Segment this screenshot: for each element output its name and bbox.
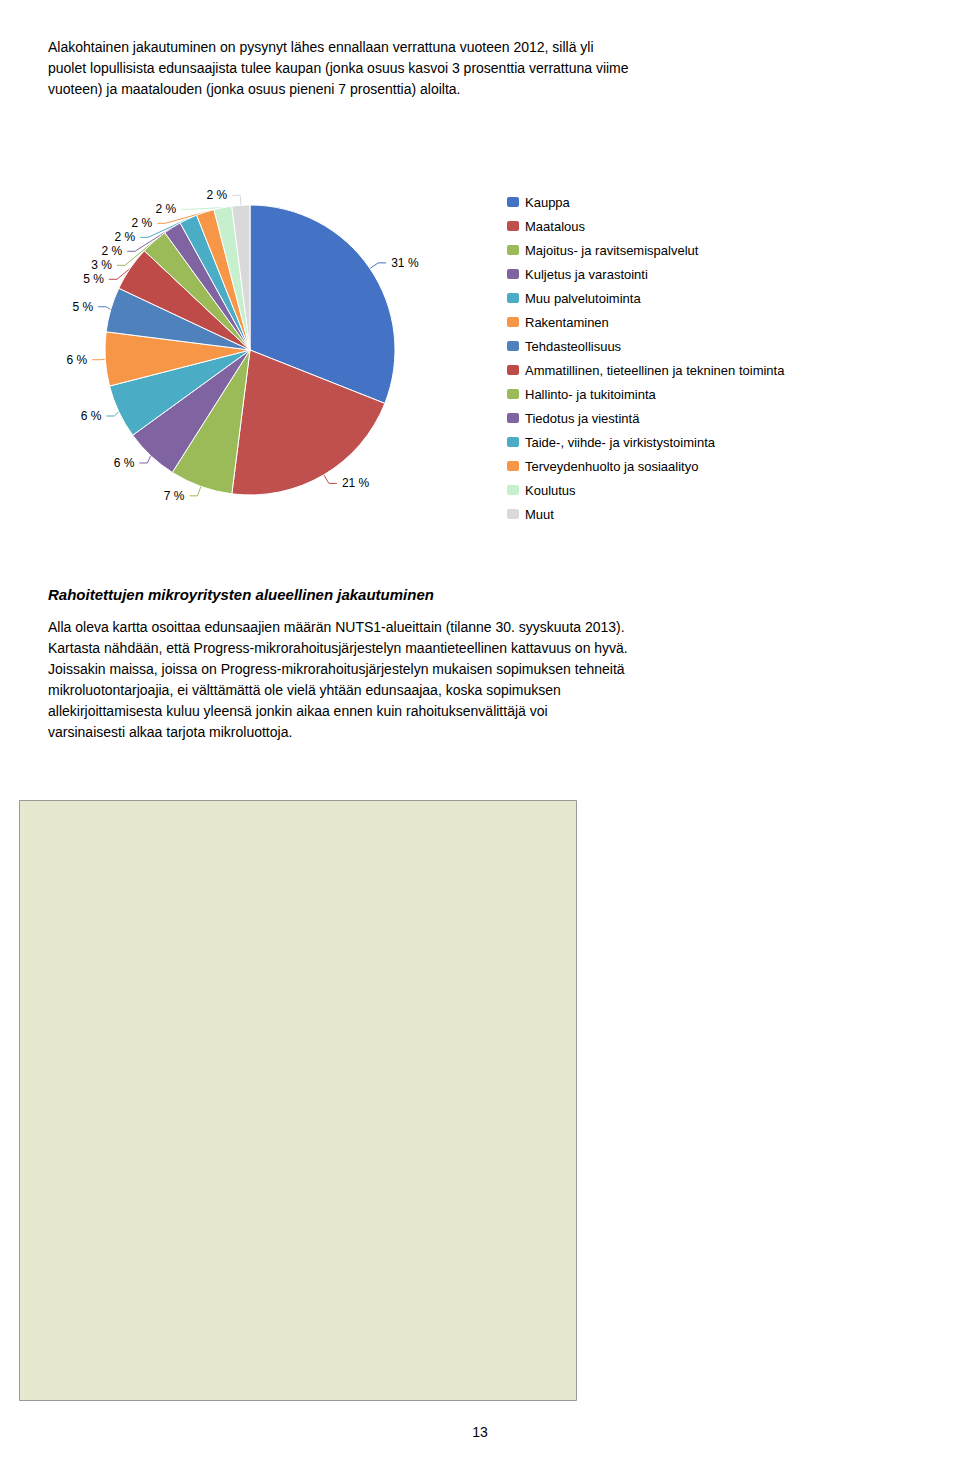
svg-text:Tiedotus ja viestintä: Tiedotus ja viestintä (525, 411, 640, 426)
svg-text:2 %: 2 % (132, 216, 153, 230)
svg-text:Tehdasteollisuus: Tehdasteollisuus (525, 339, 622, 354)
svg-text:31 %: 31 % (391, 256, 419, 270)
svg-text:6 %: 6 % (67, 353, 88, 367)
svg-text:Kuljetus ja varastointi: Kuljetus ja varastointi (525, 267, 648, 282)
svg-text:Ammatillinen, tieteellinen ja: Ammatillinen, tieteellinen ja tekninen t… (525, 363, 785, 378)
svg-text:3 %: 3 % (91, 258, 112, 272)
svg-text:2 %: 2 % (102, 244, 123, 258)
svg-text:Terveydenhuolto ja sosiaalityo: Terveydenhuolto ja sosiaalityo (525, 459, 698, 474)
svg-text:Kauppa: Kauppa (525, 195, 571, 210)
svg-text:Joissakin maissa, joissa on Pr: Joissakin maissa, joissa on Progress-mik… (48, 661, 625, 677)
svg-text:Kartasta nähdään, että Progres: Kartasta nähdään, että Progress-mikrorah… (48, 640, 628, 656)
svg-text:2 %: 2 % (155, 202, 176, 216)
svg-text:7 %: 7 % (164, 489, 185, 503)
svg-text:puolet lopullisista edunsaajis: puolet lopullisista edunsaajista tulee k… (48, 60, 629, 76)
svg-text:Alla oleva kartta osoittaa edu: Alla oleva kartta osoittaa edunsaajien m… (48, 619, 625, 635)
svg-text:Rahoitettujen mikroyritysten a: Rahoitettujen mikroyritysten alueellinen… (48, 586, 434, 603)
svg-text:Muu palvelutoiminta: Muu palvelutoiminta (525, 291, 641, 306)
svg-text:2 %: 2 % (207, 188, 228, 202)
svg-text:Koulutus: Koulutus (525, 483, 576, 498)
svg-text:allekirjoittamisesta kuluu yle: allekirjoittamisesta kuluu yleensä jonki… (48, 703, 548, 719)
svg-text:21 %: 21 % (342, 476, 370, 490)
svg-text:6 %: 6 % (81, 409, 102, 423)
svg-text:Maatalous: Maatalous (525, 219, 585, 234)
svg-text:5 %: 5 % (83, 272, 104, 286)
svg-text:Alakohtainen jakautuminen on p: Alakohtainen jakautuminen on pysynyt läh… (48, 39, 594, 55)
svg-text:Rakentaminen: Rakentaminen (525, 315, 609, 330)
svg-text:Taide-, viihde- ja virkistysto: Taide-, viihde- ja virkistystoiminta (525, 435, 716, 450)
svg-text:Majoitus- ja ravitsemispalvelu: Majoitus- ja ravitsemispalvelut (525, 243, 699, 258)
svg-text:mikroluotontarjoajia, ei vältt: mikroluotontarjoajia, ei välttämättä ole… (48, 682, 561, 698)
svg-text:6 %: 6 % (114, 456, 135, 470)
svg-text:2 %: 2 % (115, 230, 136, 244)
svg-text:vuoteen) ja maatalouden (jonka: vuoteen) ja maatalouden (jonka osuus pie… (48, 81, 461, 97)
svg-text:5 %: 5 % (72, 300, 93, 314)
svg-text:varsinaisesti alkaa tarjota mi: varsinaisesti alkaa tarjota mikroluottoj… (48, 724, 292, 740)
svg-text:13: 13 (472, 1424, 488, 1440)
svg-text:Muut: Muut (525, 507, 554, 522)
svg-text:Hallinto- ja tukitoiminta: Hallinto- ja tukitoiminta (525, 387, 657, 402)
